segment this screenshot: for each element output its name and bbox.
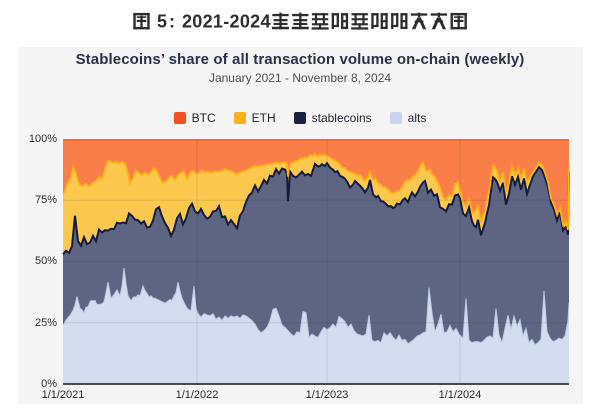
svg-text::: : xyxy=(169,12,175,32)
svg-text:2021-2024: 2021-2024 xyxy=(182,12,271,32)
svg-text:5: 5 xyxy=(157,12,167,32)
